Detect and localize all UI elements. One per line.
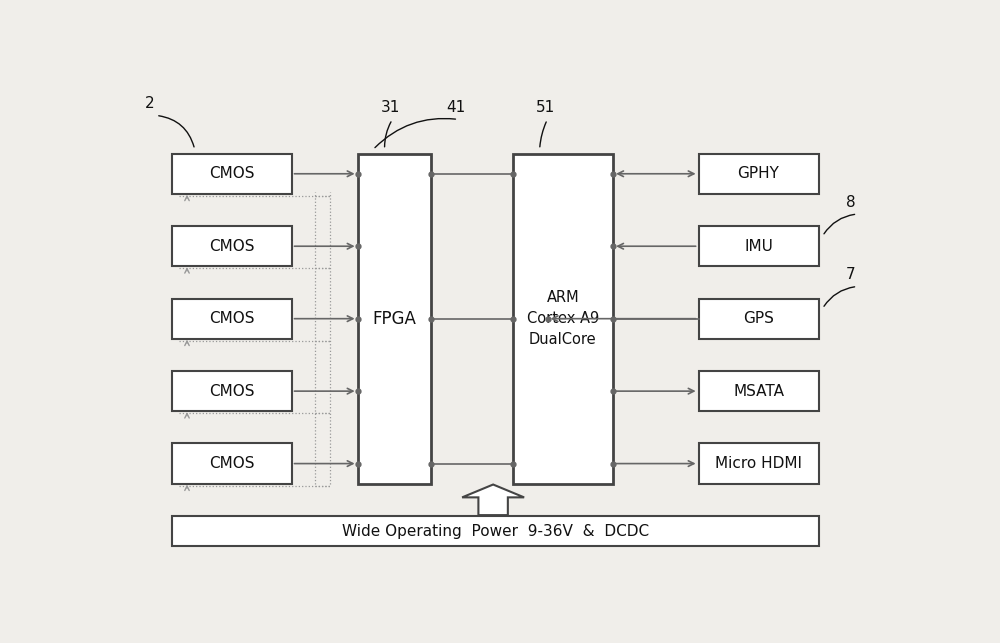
Bar <box>172 371 292 412</box>
Text: MSATA: MSATA <box>733 384 784 399</box>
Text: GPS: GPS <box>743 311 774 326</box>
Bar <box>172 444 292 484</box>
Text: 8: 8 <box>846 195 855 210</box>
Text: Wide Operating  Power  9-36V  &  DCDC: Wide Operating Power 9-36V & DCDC <box>342 523 649 538</box>
Text: 7: 7 <box>846 267 855 282</box>
Text: CMOS: CMOS <box>209 239 254 254</box>
Bar <box>698 298 819 339</box>
Polygon shape <box>462 485 524 515</box>
Text: CMOS: CMOS <box>209 384 254 399</box>
Text: ARM
Cortex A9
DualCore: ARM Cortex A9 DualCore <box>527 290 599 347</box>
Bar <box>512 154 613 484</box>
Text: 2: 2 <box>144 96 154 111</box>
Text: 41: 41 <box>447 100 466 115</box>
Text: GPHY: GPHY <box>738 167 780 181</box>
Bar <box>172 226 292 266</box>
Bar <box>172 154 292 194</box>
Bar <box>698 226 819 266</box>
Text: FPGA: FPGA <box>372 310 416 328</box>
Bar <box>698 371 819 412</box>
Bar <box>172 298 292 339</box>
Text: 31: 31 <box>381 100 400 115</box>
Text: CMOS: CMOS <box>209 167 254 181</box>
Text: IMU: IMU <box>744 239 773 254</box>
Bar <box>358 154 431 484</box>
Bar <box>698 444 819 484</box>
Text: 51: 51 <box>536 100 555 115</box>
Text: CMOS: CMOS <box>209 456 254 471</box>
Bar <box>172 516 819 546</box>
Text: CMOS: CMOS <box>209 311 254 326</box>
Bar <box>698 154 819 194</box>
Text: Micro HDMI: Micro HDMI <box>715 456 802 471</box>
